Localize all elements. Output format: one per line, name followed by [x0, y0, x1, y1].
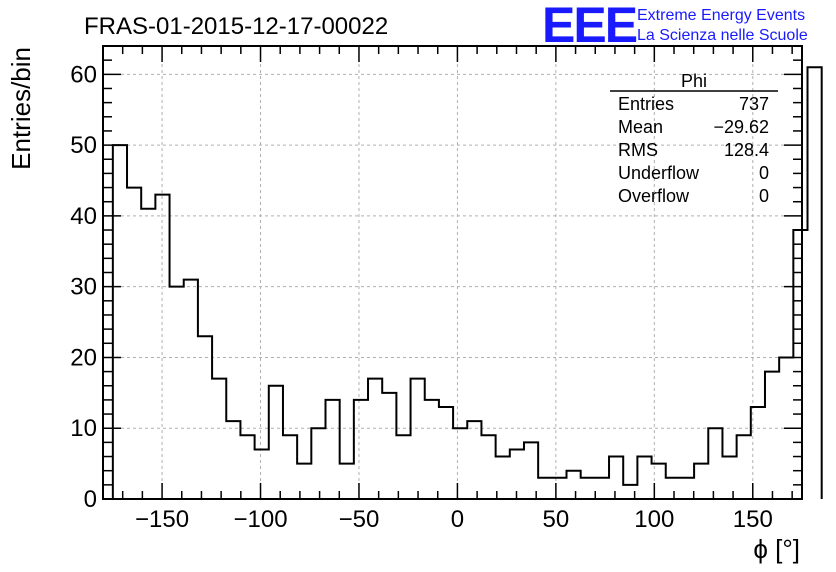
stats-label-2: RMS [618, 140, 658, 160]
stats-value-2: 128.4 [724, 140, 769, 160]
y-tick-label-6: 60 [70, 61, 97, 88]
x-axis-title: ϕ [°] [753, 534, 800, 564]
x-tick-label-5: 100 [634, 506, 674, 533]
eee-logo: EEE Extreme Energy Events La Scienza nel… [542, 0, 808, 53]
y-tick-label-2: 20 [70, 344, 97, 371]
x-tick-label-2: −50 [339, 506, 380, 533]
stats-label-1: Mean [618, 117, 663, 137]
y-tick-label-0: 0 [84, 486, 97, 513]
x-tick-label-1: −100 [233, 506, 287, 533]
y-axis-title: Entries/bin [6, 47, 36, 170]
stats-label-4: Overflow [618, 186, 690, 206]
x-tick-label-6: 150 [733, 506, 773, 533]
x-tick-label-3: 0 [451, 506, 464, 533]
stats-value-0: 737 [739, 94, 769, 114]
stats-value-3: 0 [759, 163, 769, 183]
y-tick-label-4: 40 [70, 203, 97, 230]
logo-line-1: Extreme Energy Events [637, 7, 805, 24]
plot-frame [102, 45, 803, 500]
stats-label-0: Entries [618, 94, 674, 114]
x-tick-label-4: 50 [543, 506, 570, 533]
stats-rows: Entries 737 Mean −29.62 RMS 128.4 Underflow 0 Ov… [618, 94, 769, 206]
stats-box: Phi Entries 737 Mean −29.62 RMS 128.4 Underflo… [610, 71, 778, 206]
y-tick-labels: 0 10 20 30 40 50 60 [70, 61, 97, 513]
chart-title: FRAS-01-2015-12-17-00022 [84, 13, 388, 40]
y-tick-label-1: 10 [70, 415, 97, 442]
stats-value-1: −29.62 [713, 117, 769, 137]
stats-value-4: 0 [759, 186, 769, 206]
x-tick-labels: −150 −100 −50 0 50 100 150 [135, 506, 773, 533]
stats-label-3: Underflow [618, 163, 700, 183]
grid [103, 46, 802, 499]
x-tick-label-0: −150 [135, 506, 189, 533]
axis-ticks [102, 45, 802, 500]
stats-title: Phi [681, 71, 707, 91]
logo-line-2: La Scienza nelle Scuole [637, 27, 808, 44]
logo-mark: EEE [542, 0, 637, 53]
y-tick-label-5: 50 [70, 132, 97, 159]
y-tick-label-3: 30 [70, 274, 97, 301]
histogram-line [111, 66, 823, 499]
